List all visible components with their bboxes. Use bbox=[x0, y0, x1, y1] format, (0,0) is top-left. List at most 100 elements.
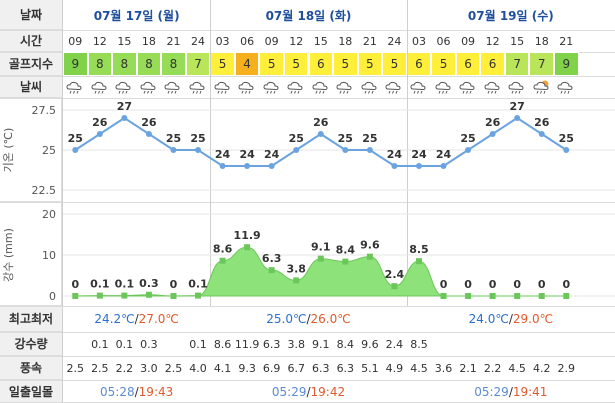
golf-index-cell: 6 bbox=[406, 52, 432, 76]
cloud-rain-icon bbox=[407, 76, 432, 98]
y-tick-label: 20 bbox=[42, 208, 56, 221]
cloud-rain-icon bbox=[137, 76, 162, 98]
golf-index-cell: 5 bbox=[431, 52, 456, 76]
rain-label-cell bbox=[0, 202, 62, 306]
rain-point bbox=[195, 292, 202, 299]
hour-cell: 06 bbox=[240, 34, 255, 48]
sunset-time: 19:43 bbox=[138, 384, 174, 399]
y-tick-label: 25 bbox=[42, 144, 56, 157]
temp-value-label: 24 bbox=[436, 148, 452, 161]
temp-value-label: 25 bbox=[68, 132, 83, 145]
cloud-rain-icon bbox=[480, 76, 505, 98]
temp-value-label: 26 bbox=[141, 116, 157, 129]
rain-point bbox=[268, 267, 275, 274]
precip-cell bbox=[63, 332, 88, 356]
golf-index-cell: 8 bbox=[161, 52, 186, 76]
temp-value-label: 27 bbox=[510, 100, 525, 113]
day-divider bbox=[406, 0, 408, 306]
rain-value-label: 8.6 bbox=[213, 243, 233, 256]
row-label-time: 시간 bbox=[0, 30, 62, 52]
temp-point bbox=[244, 163, 251, 169]
cloud-rain-icon bbox=[63, 76, 88, 98]
wind-cell: 2.5 bbox=[66, 361, 85, 375]
cloud-rain-icon bbox=[259, 76, 284, 98]
sunrise-time: 05:28 bbox=[100, 384, 135, 399]
cloud-rain-icon bbox=[112, 76, 137, 98]
precip-cell bbox=[480, 332, 505, 356]
precip-cell bbox=[505, 332, 530, 356]
cloud-rain-icon bbox=[284, 76, 309, 98]
separator: / bbox=[134, 384, 139, 399]
wind-cell: 4.2 bbox=[532, 361, 551, 375]
rain-point bbox=[96, 292, 103, 299]
hour-cell: 12 bbox=[289, 34, 304, 48]
row-label-weather: 날씨 bbox=[0, 76, 62, 98]
row-label-precip: 강수량 bbox=[0, 332, 62, 356]
min-temp: 24.0℃ bbox=[468, 312, 509, 326]
min-temp: 25.0℃ bbox=[266, 312, 307, 326]
temp-value-label: 25 bbox=[338, 132, 353, 145]
wind-cell: 4.0 bbox=[189, 361, 207, 375]
separator: / bbox=[508, 384, 513, 399]
temp-value-label: 26 bbox=[534, 116, 550, 129]
wind-cell: 2.1 bbox=[459, 361, 477, 375]
minmax-cell: 25.0℃/26.0℃ bbox=[210, 306, 406, 332]
row-label-date: 날짜 bbox=[0, 0, 62, 30]
sun-cloud-rain-icon bbox=[529, 76, 554, 98]
temp-point bbox=[440, 163, 447, 169]
wind-cell: 5.1 bbox=[361, 361, 379, 375]
precip-cell bbox=[431, 332, 456, 356]
row-label-minmax: 최고최저 bbox=[0, 306, 62, 332]
temp-value-label: 24 bbox=[387, 148, 403, 161]
hour-cell: 15 bbox=[313, 34, 328, 48]
temp-point bbox=[293, 147, 300, 153]
golf-index-cell: 6 bbox=[308, 52, 334, 76]
temperature-chart: 27.5 25 22.5 기온 (℃) 25 26 27 26 25 25 24 24 24 25 26 25… bbox=[2, 100, 615, 197]
minmax-cell: 24.0℃/29.0℃ bbox=[407, 306, 615, 332]
golf-index-cell: 4 bbox=[234, 52, 260, 76]
golf-index-cell: 8 bbox=[87, 52, 113, 76]
label-divider bbox=[62, 0, 63, 403]
precip-cell: 8.6 bbox=[213, 337, 232, 351]
temp-point bbox=[563, 147, 570, 153]
hour-cell: 18 bbox=[141, 34, 156, 48]
row-label-sunrise: 일출일몰 bbox=[0, 380, 62, 403]
wind-cell: 4.9 bbox=[385, 361, 404, 375]
hour-cell: 12 bbox=[485, 34, 500, 48]
temp-point bbox=[96, 131, 103, 137]
cloud-rain-icon bbox=[431, 76, 456, 98]
rain-value-label: 0.3 bbox=[139, 277, 159, 290]
precip-cell: 9.1 bbox=[312, 337, 330, 351]
sunrise-sunset-cell: 05:29/19:42 bbox=[210, 380, 406, 403]
temp-point bbox=[514, 115, 521, 121]
day-divider bbox=[210, 0, 212, 306]
separator: / bbox=[508, 312, 513, 326]
cloud-rain-icon bbox=[333, 76, 358, 98]
rain-point bbox=[415, 258, 422, 265]
hour-cell: 18 bbox=[338, 34, 353, 48]
golf-index-cell: 6 bbox=[455, 52, 481, 76]
rain-point bbox=[244, 244, 251, 251]
temp-value-label: 27 bbox=[117, 100, 132, 113]
temp-point bbox=[465, 147, 472, 153]
temp-value-label: 26 bbox=[485, 116, 501, 129]
rain-value-label: 0 bbox=[538, 278, 546, 291]
temp-value-label: 25 bbox=[559, 132, 574, 145]
wind-cell: 4.1 bbox=[213, 361, 232, 375]
wind-cell: 6.9 bbox=[262, 361, 281, 375]
golf-index-cell: 5 bbox=[333, 52, 358, 76]
temp-value-label: 25 bbox=[362, 132, 377, 145]
min-temp: 24.2℃ bbox=[94, 312, 135, 326]
temp-point bbox=[145, 131, 152, 137]
y-tick-label: 27.5 bbox=[32, 104, 57, 117]
row-label-golf_index: 골프지수 bbox=[0, 52, 62, 76]
y-tick-label: 10 bbox=[42, 249, 56, 262]
row-label-wind: 풍속 bbox=[0, 356, 62, 380]
hour-cell: 09 bbox=[264, 34, 279, 48]
date-header: 07월 19일 (수) bbox=[467, 8, 554, 23]
precip-cell bbox=[554, 332, 579, 356]
temp-value-label: 25 bbox=[190, 132, 205, 145]
rain-value-label: 2.4 bbox=[385, 268, 405, 281]
temp-value-label: 24 bbox=[215, 148, 231, 161]
precip-cell: 8.4 bbox=[336, 337, 355, 351]
